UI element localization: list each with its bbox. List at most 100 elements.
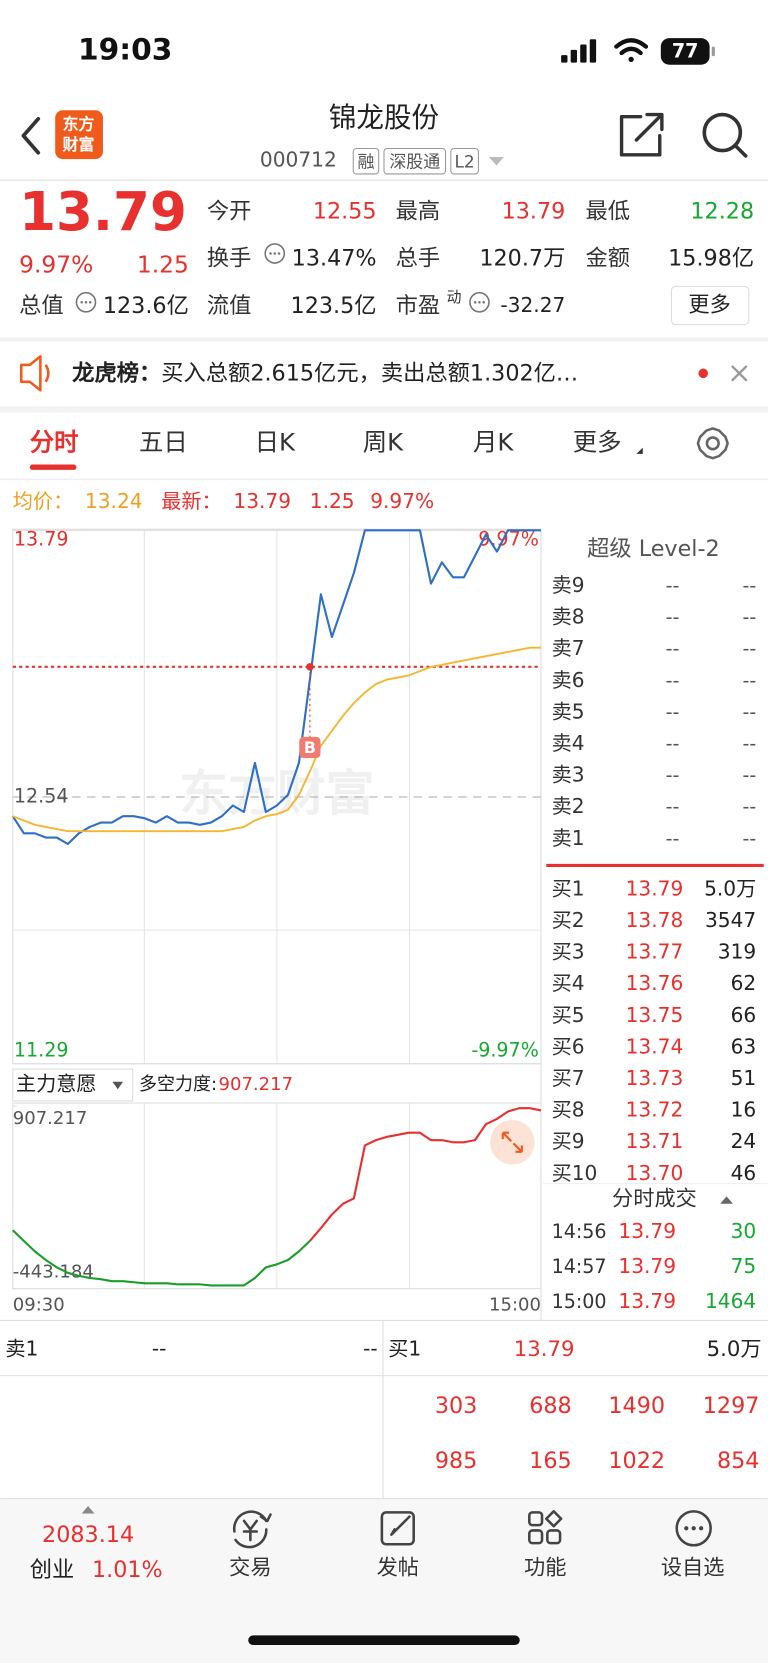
stock-tag: 深股通	[389, 151, 440, 171]
queue-order: 985	[435, 1448, 478, 1474]
tab[interactable]: 五日	[139, 427, 188, 456]
summary-last-label: 最新：	[161, 489, 221, 513]
ask-label: 卖9	[552, 573, 585, 597]
tab-bar-item[interactable]: 功能	[524, 1556, 566, 1581]
watermark: 东方财富	[179, 765, 374, 822]
field-value: 15.98亿	[668, 245, 754, 271]
indicator-selector[interactable]	[12, 1068, 134, 1102]
y2-tick-label: -9.97%	[471, 1039, 539, 1062]
field-label: 金额	[586, 245, 631, 271]
settings-button[interactable]	[696, 427, 729, 460]
tab[interactable]: 周K	[363, 427, 404, 456]
notice-label: 龙虎榜：	[72, 359, 161, 386]
stock-code: 000712	[260, 148, 337, 172]
tab[interactable]: 分时	[30, 427, 79, 456]
y-tick-label: 11.29	[14, 1039, 69, 1062]
depth-buy-volume: 5.0万	[707, 1337, 762, 1362]
bid-volume: 46	[731, 1161, 757, 1185]
y-tick-label: -443.184	[13, 1262, 94, 1283]
bid-label: 买8	[552, 1098, 585, 1122]
trade-price: 13.79	[618, 1254, 676, 1278]
bid-label: 买6	[552, 1034, 585, 1058]
field-label: 换手	[207, 245, 252, 271]
logo-text: 东方	[63, 115, 95, 134]
battery-nub	[711, 46, 715, 57]
back-button[interactable]	[21, 116, 41, 155]
index-arrow	[81, 1506, 95, 1514]
bid-volume: 5.0万	[704, 876, 756, 900]
depth-sell-label: 卖1	[5, 1337, 38, 1361]
battery-icon	[660, 38, 710, 65]
ask-volume: --	[742, 669, 756, 692]
ask-label: 卖2	[552, 794, 585, 818]
trades-title: 分时成交	[612, 1187, 697, 1212]
price-line	[11, 529, 541, 846]
field-value: -32.27	[500, 293, 565, 317]
line-connector	[309, 1227, 322, 1242]
ask-price: --	[666, 764, 680, 787]
trade-time: 14:56	[552, 1220, 607, 1243]
trade-volume: 1464	[705, 1289, 756, 1313]
tab-bar-item[interactable]: 发帖	[377, 1556, 419, 1581]
field-value: 12.28	[690, 199, 754, 225]
bid-label: 买3	[552, 940, 585, 964]
wifi-icon	[614, 38, 649, 63]
ask-label: 卖4	[552, 731, 585, 755]
more-button[interactable]	[670, 285, 750, 326]
ask-price: --	[666, 606, 680, 629]
summary-change: 1.25	[310, 489, 355, 513]
bid-volume: 16	[731, 1098, 757, 1122]
divider	[0, 337, 768, 342]
level2-title: 超级 Level-2	[587, 536, 720, 562]
bid-volume: 66	[731, 1003, 757, 1027]
indicator-value: 907.217	[219, 1074, 293, 1095]
depth-buy-price: 13.79	[514, 1337, 575, 1362]
search-button[interactable]	[702, 112, 748, 158]
index-pct: 1.01%	[92, 1557, 163, 1583]
share-button[interactable]	[619, 112, 664, 157]
tab-more-arrow	[636, 447, 643, 454]
tab[interactable]: 月K	[473, 427, 514, 456]
bid-volume: 51	[731, 1066, 757, 1090]
index-value[interactable]: 2083.14	[42, 1522, 134, 1548]
tab-bar-item[interactable]: 交易	[229, 1556, 271, 1581]
tab-icon-dots	[684, 1526, 704, 1531]
ask-volume: --	[742, 606, 756, 629]
tab[interactable]: 更多	[573, 427, 622, 456]
notice-text: 龙虎榜：买入总额2.615亿元，卖出总额1.302亿…	[72, 359, 578, 386]
bid-price: 13.79	[626, 876, 684, 900]
ask-label: 卖6	[552, 668, 585, 692]
field-value: 12.55	[313, 199, 377, 225]
collapse-arrow[interactable]	[720, 1196, 733, 1204]
dropdown-arrow[interactable]	[488, 156, 504, 166]
bid-price: 13.76	[626, 971, 684, 995]
ask-volume: --	[742, 574, 756, 597]
ask-label: 卖7	[552, 636, 585, 660]
stock-name: 锦龙股份	[329, 101, 439, 134]
field-label: 总手	[396, 245, 441, 271]
info-dots	[80, 252, 485, 304]
tab-bar-item[interactable]: 设自选	[661, 1556, 725, 1581]
change: 1.25	[137, 251, 189, 279]
ask-label: 卖5	[552, 699, 585, 723]
vertical-grid	[12, 529, 541, 1289]
queue-order: 688	[529, 1393, 572, 1419]
queue-order: 1297	[703, 1393, 760, 1419]
trade-price: 13.79	[618, 1219, 676, 1243]
trade-volume: 30	[731, 1219, 757, 1243]
app-logo	[55, 110, 103, 160]
tag-box	[352, 147, 380, 175]
queue-order: 854	[717, 1448, 760, 1474]
field-value: 13.79	[502, 199, 566, 225]
close-button[interactable]	[731, 365, 748, 382]
field-label: 今开	[207, 199, 252, 225]
y-tick-label: 13.79	[14, 527, 69, 550]
queue-order: 165	[529, 1448, 572, 1474]
expand-button[interactable]	[490, 1119, 535, 1165]
more-button-label[interactable]: 更多	[688, 292, 730, 317]
tab[interactable]: 日K	[255, 427, 296, 456]
bid-price: 13.70	[626, 1161, 684, 1185]
stock-tag: 融	[357, 151, 374, 171]
